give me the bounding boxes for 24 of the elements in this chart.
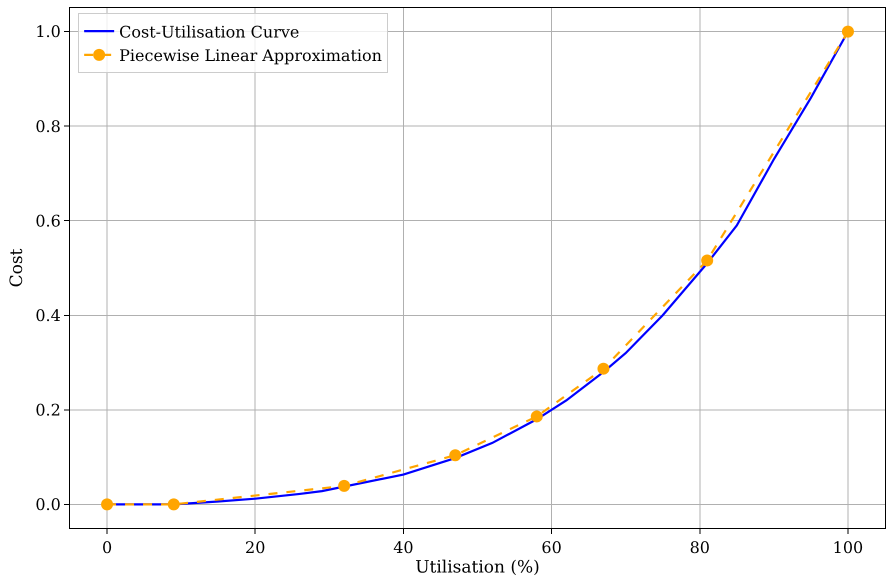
- point: [701, 254, 714, 266]
- point: [338, 480, 350, 492]
- y-tick-label: 0.0: [35, 494, 61, 514]
- point: [101, 498, 114, 510]
- y-tick-label: 0.8: [35, 116, 61, 136]
- x-tick-label: 0: [102, 538, 112, 558]
- point: [168, 498, 180, 510]
- y-tick-label: 1.0: [35, 22, 61, 42]
- point: [597, 362, 610, 375]
- x-axis-title: Utilisation (%): [415, 558, 540, 578]
- y-axis-title: Cost: [6, 248, 27, 288]
- legend-label: Cost-Utilisation Curve: [119, 22, 300, 42]
- x-tick-label: 20: [245, 538, 266, 558]
- y-tick-label: 0.4: [35, 306, 61, 325]
- y-tick-label: 0.2: [35, 400, 61, 420]
- x-tick-label: 40: [393, 538, 414, 558]
- point: [842, 26, 854, 38]
- legend-label: Piecewise Linear Approximation: [119, 46, 382, 66]
- point: [449, 449, 462, 462]
- x-tick-label: 60: [541, 538, 562, 558]
- x-tick-label: 100: [832, 538, 864, 558]
- point: [530, 410, 543, 422]
- x-tick-label: 80: [690, 538, 710, 558]
- y-tick-label: 0.6: [35, 211, 61, 230]
